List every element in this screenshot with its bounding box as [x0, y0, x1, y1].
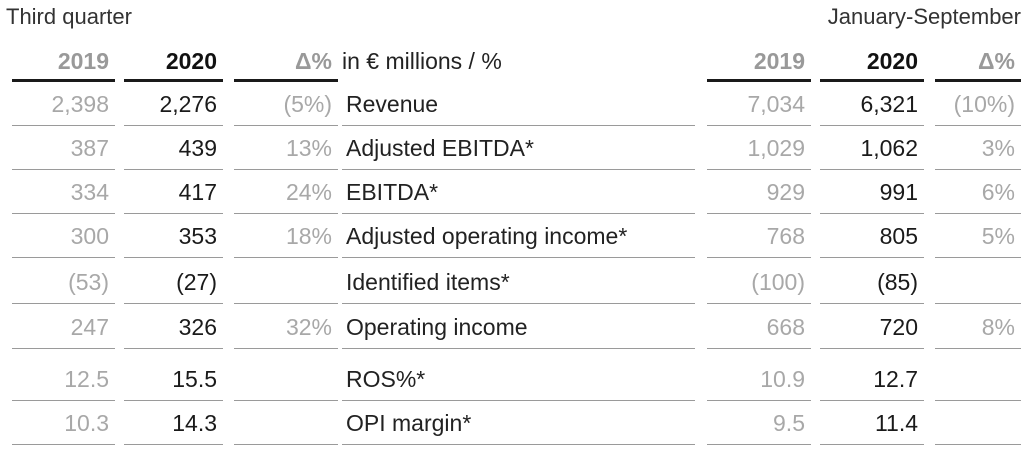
- q-delta-value: (5%): [234, 84, 338, 126]
- y-delta-value: [935, 359, 1021, 401]
- row-label: OPI margin*: [342, 403, 695, 445]
- y-2020-value: 1,062: [820, 128, 924, 170]
- header-y-delta: Δ%: [935, 44, 1021, 82]
- header-y-2019: 2019: [707, 44, 811, 82]
- y-2019-value: 929: [707, 172, 811, 214]
- y-delta-value: (10%): [935, 84, 1021, 126]
- y-2020-value: 991: [820, 172, 924, 214]
- y-2020-value: 805: [820, 216, 924, 258]
- header-q-delta: Δ%: [234, 44, 338, 82]
- y-delta-value: [935, 403, 1021, 445]
- y-2020-value: 720: [820, 307, 924, 349]
- row-label: Adjusted operating income*: [342, 216, 695, 258]
- header-y-2020: 2020: [820, 44, 924, 82]
- q-2020-value: 326: [124, 307, 223, 349]
- q-delta-value: [234, 359, 338, 401]
- row-label: Identified items*: [342, 262, 695, 304]
- q-2020-value: 353: [124, 216, 223, 258]
- row-label: Operating income: [342, 307, 695, 349]
- q-2020-value: 14.3: [124, 403, 223, 445]
- q-2019-value: 334: [12, 172, 115, 214]
- y-delta-value: 8%: [935, 307, 1021, 349]
- header-unit-label: in € millions / %: [342, 48, 502, 74]
- y-2019-value: 768: [707, 216, 811, 258]
- y-2020-value: 6,321: [820, 84, 924, 126]
- row-label: Revenue: [342, 84, 695, 126]
- row-label: EBITDA*: [342, 172, 695, 214]
- table-header: 2019 2020 Δ% in € millions / % 2019 2020…: [0, 44, 1031, 82]
- q-2019-value: (53): [12, 262, 115, 304]
- q-delta-value: 13%: [234, 128, 338, 170]
- q-2020-value: 417: [124, 172, 223, 214]
- q-delta-value: 18%: [234, 216, 338, 258]
- header-q-2019: 2019: [12, 44, 115, 82]
- y-delta-value: 6%: [935, 172, 1021, 214]
- row-label: ROS%*: [342, 359, 695, 401]
- row-label: Adjusted EBITDA*: [342, 128, 695, 170]
- q-2020-value: (27): [124, 262, 223, 304]
- q-2020-value: 15.5: [124, 359, 223, 401]
- y-2020-value: 11.4: [820, 403, 924, 445]
- y-2019-value: 1,029: [707, 128, 811, 170]
- q-2019-value: 300: [12, 216, 115, 258]
- y-delta-value: 5%: [935, 216, 1021, 258]
- q-delta-value: 32%: [234, 307, 338, 349]
- y-delta-value: [935, 262, 1021, 304]
- y-2019-value: 668: [707, 307, 811, 349]
- y-2019-value: (100): [707, 262, 811, 304]
- q-2019-value: 2,398: [12, 84, 115, 126]
- y-2019-value: 7,034: [707, 84, 811, 126]
- q-2019-value: 10.3: [12, 403, 115, 445]
- y-delta-value: 3%: [935, 128, 1021, 170]
- q-2019-value: 12.5: [12, 359, 115, 401]
- q-delta-value: [234, 403, 338, 445]
- y-2020-value: (85): [820, 262, 924, 304]
- header-q-2020: 2020: [124, 44, 223, 82]
- q-2020-value: 2,276: [124, 84, 223, 126]
- third-quarter-title: Third quarter: [6, 4, 132, 29]
- q-2019-value: 387: [12, 128, 115, 170]
- q-delta-value: 24%: [234, 172, 338, 214]
- q-2020-value: 439: [124, 128, 223, 170]
- y-2020-value: 12.7: [820, 359, 924, 401]
- q-2019-value: 247: [12, 307, 115, 349]
- y-2019-value: 10.9: [707, 359, 811, 401]
- january-september-title: January-September: [827, 4, 1021, 29]
- y-2019-value: 9.5: [707, 403, 811, 445]
- q-delta-value: [234, 262, 338, 304]
